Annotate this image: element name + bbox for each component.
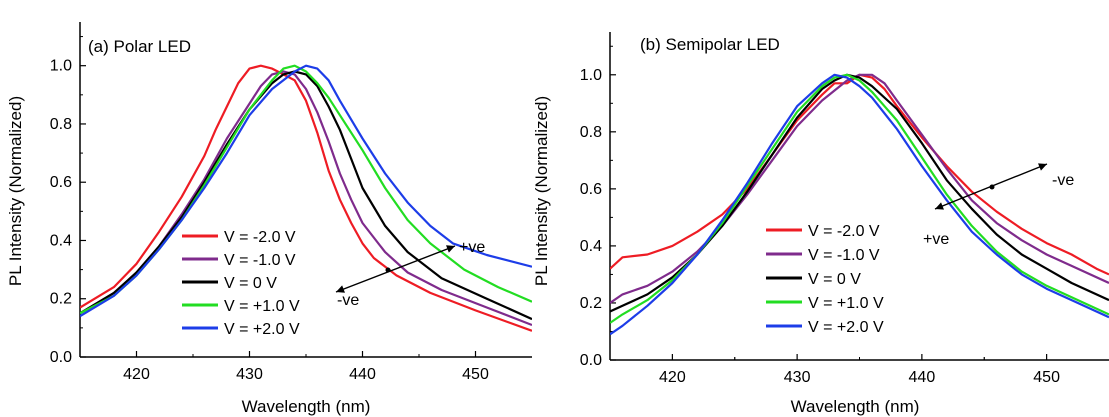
panel-1-y-tick-label: 0.6 — [580, 181, 602, 198]
panel-1-annotation: -ve — [1052, 172, 1074, 189]
panel-0-legend-label: V = +2.0 V — [224, 321, 300, 338]
panel-1-title: (b) Semipolar LED — [640, 35, 780, 54]
panel-0-legend-label: V = -2.0 V — [224, 229, 296, 246]
panel-1-legend-label: V = -1.0 V — [808, 247, 880, 264]
panel-0-x-axis-title: Wavelength (nm) — [242, 397, 371, 416]
panel-0-arrow-shaft — [335, 245, 456, 293]
panel-1-x-tick-label: 430 — [784, 369, 811, 386]
panel-1-arrow-center-dot — [989, 184, 995, 190]
panel-0-y-tick-label: 0.2 — [50, 291, 72, 308]
panel-0-title: (a) Polar LED — [88, 37, 191, 56]
panel-1-x-tick-label: 440 — [909, 369, 936, 386]
panel-0-arrowhead-start — [336, 285, 345, 293]
panel-1-y-tick-label: 0.4 — [580, 238, 602, 255]
panel-1-annotation: +ve — [923, 231, 949, 248]
panel-0-arrowhead-end — [446, 245, 455, 253]
panel-1-legend-label: V = -2.0 V — [808, 223, 880, 240]
panel-0-y-tick-label: 0.8 — [50, 116, 72, 133]
panel-1-series-line — [610, 73, 1109, 276]
panel-1-y-tick-label: 0.2 — [580, 295, 602, 312]
panel-1-y-tick-label: 0.0 — [580, 352, 602, 369]
panel-0-x-tick-label: 440 — [349, 366, 376, 383]
panel-0-series-line — [80, 70, 532, 327]
panel-0-legend-label: V = +1.0 V — [224, 298, 300, 315]
panel-0-arrow-center-dot — [385, 267, 391, 273]
panel-1-legend-label: V = +2.0 V — [808, 319, 884, 336]
panel-1-y-tick-label: 1.0 — [580, 67, 602, 84]
panel-0-series-line — [80, 64, 532, 332]
panel-0-series-line — [80, 70, 532, 321]
panel-1-arrowhead-end — [1038, 163, 1047, 171]
panel-1-x-tick-label: 450 — [1033, 369, 1060, 386]
panel-1-x-axis-title: Wavelength (nm) — [791, 397, 920, 416]
panel-0-x-tick-label: 430 — [236, 366, 263, 383]
panel-1-x-tick-label: 420 — [659, 369, 686, 386]
panel-1-y-axis-title: PL Intensity (Normalized) — [532, 96, 551, 286]
panel-0-series-line — [80, 64, 532, 318]
panel-1-legend-label: V = 0 V — [808, 271, 861, 288]
panel-0-x-tick-label: 450 — [462, 366, 489, 383]
panel-0-y-axis-title: PL Intensity (Normalized) — [6, 96, 25, 286]
panel-1-arrowhead-start — [935, 202, 944, 210]
panel-1-legend-label: V = +1.0 V — [808, 295, 884, 312]
panel-0-annotation: +ve — [459, 239, 485, 256]
panel-0-annotation: -ve — [337, 292, 359, 309]
panel-0-legend-label: V = 0 V — [224, 275, 277, 292]
panel-0-x-tick-label: 420 — [123, 366, 150, 383]
panel-0-y-tick-label: 1.0 — [50, 58, 72, 75]
panel-0-y-tick-label: 0.0 — [50, 349, 72, 366]
panel-1-series-line — [610, 73, 1109, 304]
panel-1-y-tick-label: 0.8 — [580, 124, 602, 141]
panel-0-legend-label: V = -1.0 V — [224, 252, 296, 269]
panel-1-series-line — [610, 73, 1109, 336]
panel-0-y-tick-label: 0.6 — [50, 174, 72, 191]
panel-0-y-tick-label: 0.4 — [50, 232, 72, 249]
